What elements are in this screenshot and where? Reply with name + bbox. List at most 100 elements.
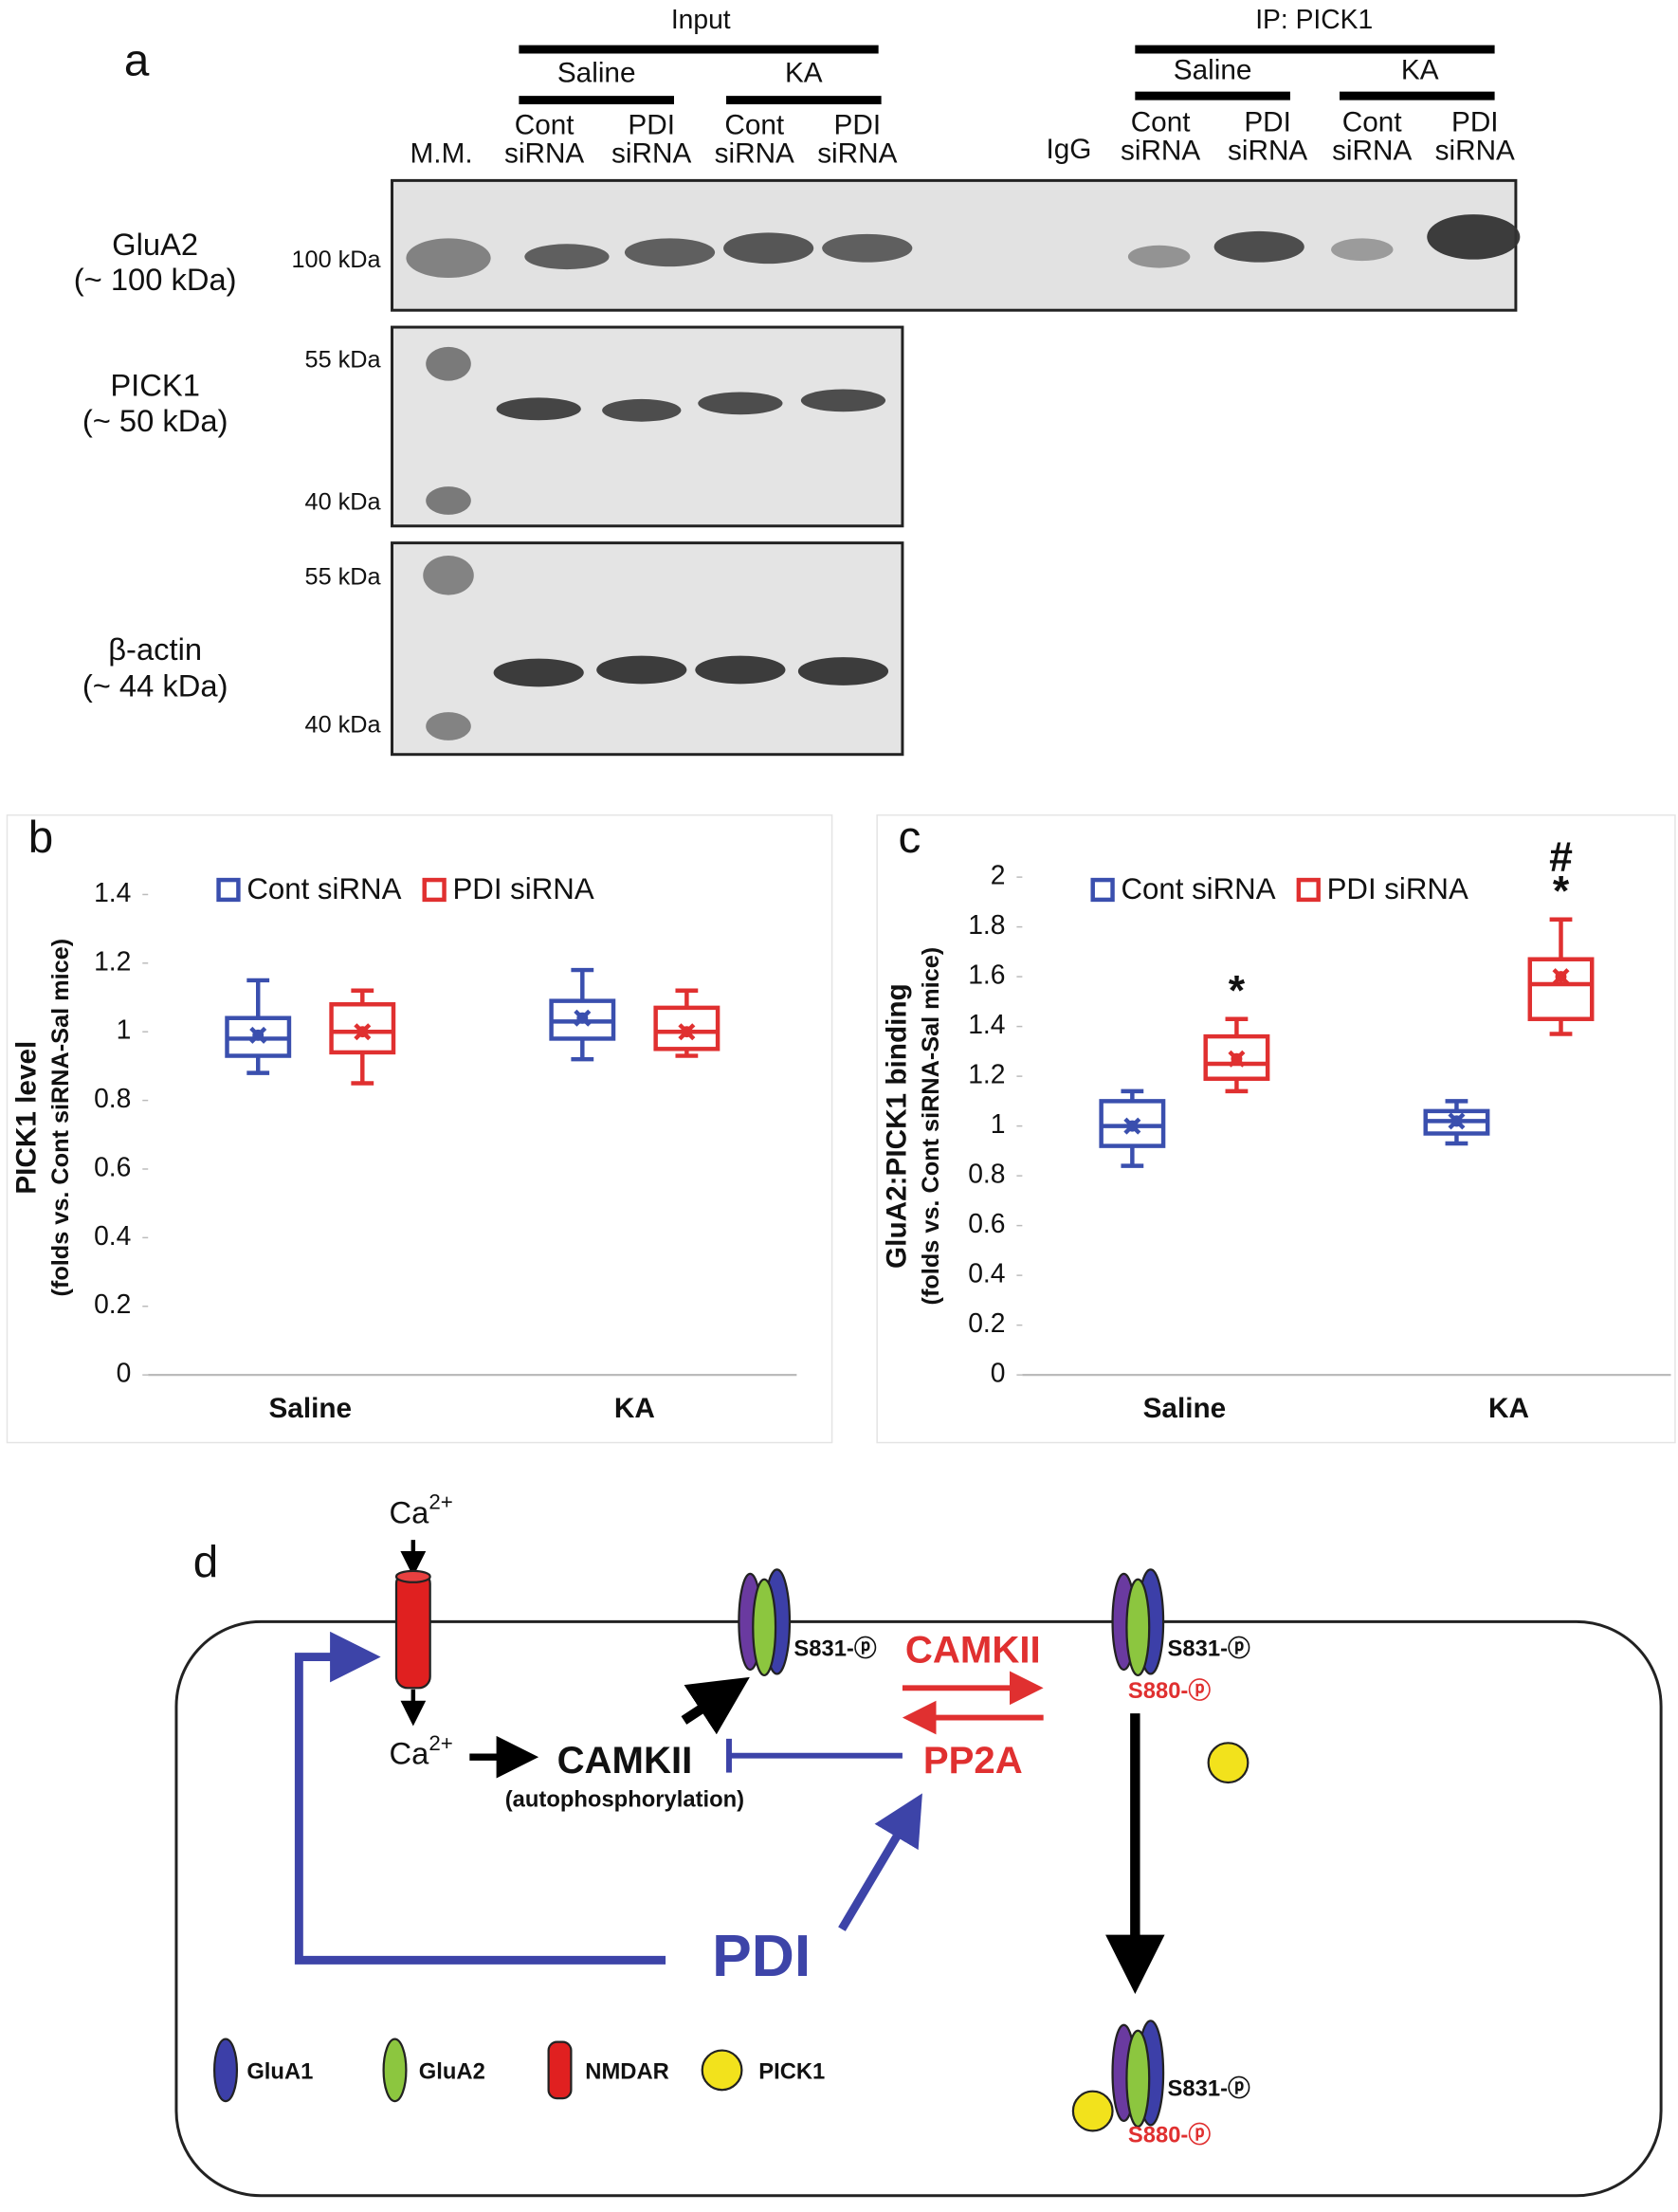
ion-charge: 2+ (429, 1490, 452, 1513)
y-tick-label: 0.8 (94, 1083, 131, 1113)
panel-letter: b (28, 813, 53, 863)
chart-frame (6, 814, 833, 1444)
legend-glua2 (382, 2038, 408, 2103)
mean-dot (1555, 971, 1567, 983)
blot-frame (391, 541, 904, 757)
y-tick-label: 1 (117, 1015, 132, 1045)
legend-nmdar (547, 2040, 573, 2100)
mean-dot (356, 1026, 369, 1038)
y-tick-label: 1 (991, 1108, 1006, 1139)
y-tick-label: 1.2 (968, 1059, 1005, 1089)
mean-dot (1231, 1052, 1243, 1065)
lane-label: siRNA (504, 137, 584, 169)
mean-dot (681, 1026, 693, 1038)
chart-frame (876, 814, 1676, 1444)
mean-dot (252, 1029, 264, 1041)
treatment-label: Saline (557, 58, 636, 89)
lane-label: M.M. (410, 137, 473, 169)
mean-dot (1450, 1115, 1463, 1127)
phosphatase-label: PP2A (923, 1739, 1023, 1782)
site-label: S880-ⓟ (1128, 2122, 1211, 2148)
nmdar (394, 1571, 431, 1690)
lane-label: siRNA (715, 137, 794, 169)
y-tick-label: 0.8 (968, 1159, 1005, 1189)
pdi-label: PDI (712, 1923, 811, 1989)
panel-letter: d (193, 1537, 218, 1587)
group-bars (519, 45, 1495, 105)
mean-dot (1126, 1120, 1139, 1132)
blot-frame (391, 325, 904, 528)
lane-label: IgG (1046, 134, 1091, 165)
y-tick-label: 0.2 (968, 1307, 1005, 1338)
protein-size: (~ 44 kDa) (82, 667, 228, 703)
lane-label: Cont (724, 110, 785, 141)
x-tick-label: KA (1488, 1393, 1529, 1424)
legend-swatch (216, 877, 241, 903)
lane-label: Cont (1131, 107, 1192, 138)
site-label: S831-ⓟ (1168, 1635, 1250, 1661)
x-tick-label: Saline (268, 1393, 352, 1424)
marker-size: 100 kDa (292, 247, 382, 273)
protein-label: GluA2 (112, 227, 198, 262)
site-label: S880-ⓟ (1128, 1677, 1211, 1704)
lane-label: siRNA (1435, 135, 1515, 166)
kinase-note: (autophosphorylation) (505, 1787, 744, 1813)
y-tick-label: 1.4 (94, 877, 131, 907)
protein-size: (~ 50 kDa) (82, 403, 228, 438)
y-tick-label: 0.6 (968, 1208, 1005, 1238)
y-axis-subtitle: (folds vs. Cont siRNA-Sal mice) (47, 939, 74, 1297)
lane-label: siRNA (611, 137, 691, 169)
x-tick-label: Saline (1143, 1393, 1227, 1424)
legend-swatch (422, 877, 447, 903)
significance-mark: # (1549, 834, 1573, 881)
cell (174, 1619, 1663, 2198)
ion-label: Ca2+ (390, 1731, 453, 1771)
diagram (174, 1540, 1663, 2198)
y-tick-label: 1.6 (968, 960, 1005, 990)
protein-label: β-actin (108, 631, 202, 667)
legend-label: PDI siRNA (452, 872, 593, 905)
legend-swatch (1090, 877, 1115, 903)
y-tick-label: 0.4 (94, 1220, 131, 1251)
y-tick-label: 1.2 (94, 945, 131, 976)
legend-label: Cont siRNA (246, 872, 401, 905)
treatment-label: KA (1401, 55, 1439, 86)
ion-charge: 2+ (429, 1731, 452, 1755)
site-label: S831-ⓟ (1168, 2075, 1250, 2101)
group-header: Input (671, 4, 731, 34)
y-axis-title: GluA2:PICK1 binding (881, 983, 912, 1269)
lane-label: PDI (1451, 107, 1499, 138)
ion: Ca (390, 1494, 430, 1529)
protein-label: PICK1 (110, 368, 200, 403)
legend-glua1 (213, 2038, 239, 2103)
significance-mark: * (1229, 968, 1246, 1015)
mean-dot (576, 1012, 589, 1024)
lane-label: siRNA (1332, 135, 1412, 166)
x-tick-label: KA (614, 1393, 655, 1424)
significance-mark: * (1553, 868, 1570, 915)
lane-label: Cont (515, 110, 575, 141)
legend-pick1 (701, 2049, 743, 2092)
lane-label: siRNA (1228, 135, 1307, 166)
marker-size: 55 kDa (305, 563, 382, 590)
lane-label: Cont (1342, 107, 1403, 138)
bands (406, 214, 1521, 740)
y-tick-label: 0.2 (94, 1289, 131, 1319)
group-header: IP: PICK1 (1255, 4, 1373, 34)
y-tick-label: 1.8 (968, 909, 1005, 940)
y-tick-label: 2 (991, 860, 1006, 890)
y-axis-subtitle: (folds vs. Cont siRNA-Sal mice) (918, 947, 944, 1306)
site-label: S831-ⓟ (793, 1635, 876, 1661)
lane-label: PDI (628, 110, 675, 141)
protein-size: (~ 100 kDa) (74, 262, 237, 297)
legend-label: GluA1 (246, 2059, 313, 2085)
legend-label: Cont siRNA (1121, 872, 1275, 905)
y-axis-title: PICK1 level (11, 1041, 43, 1195)
ion-label: Ca2+ (390, 1490, 453, 1529)
y-tick-label: 0 (117, 1358, 132, 1388)
blots (391, 45, 1521, 757)
lane-label: siRNA (1121, 135, 1200, 166)
lane-label: siRNA (817, 137, 897, 169)
legend-label: GluA2 (419, 2059, 485, 2085)
